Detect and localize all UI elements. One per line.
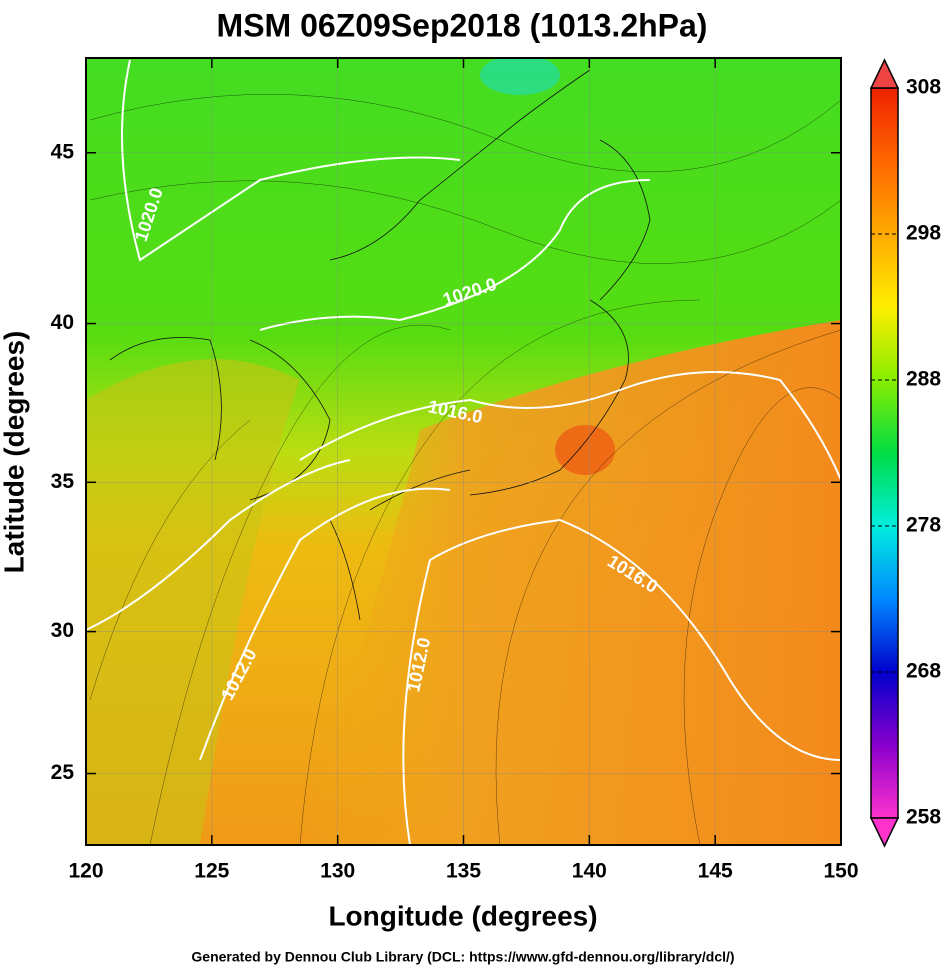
x-tick-label: 140 bbox=[572, 860, 607, 883]
colorbar-tick-label: 308 bbox=[906, 76, 941, 99]
x-tick-label: 145 bbox=[698, 860, 733, 883]
footer: Generated by Dennou Club Library (DCL: h… bbox=[191, 949, 734, 965]
y-tick-label: 40 bbox=[51, 311, 74, 334]
y-tick-label: 25 bbox=[51, 761, 75, 784]
ticks: 120 125 130 135 140 145 150 25 30 35 40 45 bbox=[51, 58, 859, 883]
x-axis-label: Longitude (degrees) bbox=[328, 900, 597, 931]
x-tick-label: 150 bbox=[823, 860, 858, 883]
y-tick-label: 30 bbox=[51, 619, 74, 642]
y-tick-label: 45 bbox=[51, 140, 75, 163]
colorbar-tick-label: 278 bbox=[906, 514, 941, 537]
title: MSM 06Z09Sep2018 (1013.2hPa) bbox=[217, 7, 708, 43]
x-tick-label: 120 bbox=[68, 860, 103, 883]
colorbar-max-arrow bbox=[869, 58, 900, 89]
colorbar-tick-label: 298 bbox=[906, 222, 941, 245]
x-tick-label: 135 bbox=[446, 860, 481, 883]
colorbar-min-arrow bbox=[869, 817, 900, 848]
x-tick-label: 130 bbox=[320, 860, 355, 883]
colorbar-tick-label: 288 bbox=[906, 368, 941, 391]
colorbar-ticks: 258 268 278 288 298 308 bbox=[871, 76, 941, 829]
y-axis-label: Latitude (degrees) bbox=[0, 331, 29, 574]
colorbar-tick-label: 258 bbox=[906, 806, 941, 829]
colorbar-tick-label: 268 bbox=[906, 660, 941, 683]
x-tick-label: 125 bbox=[194, 860, 229, 883]
colorbar bbox=[870, 87, 899, 819]
y-tick-label: 35 bbox=[51, 470, 75, 493]
